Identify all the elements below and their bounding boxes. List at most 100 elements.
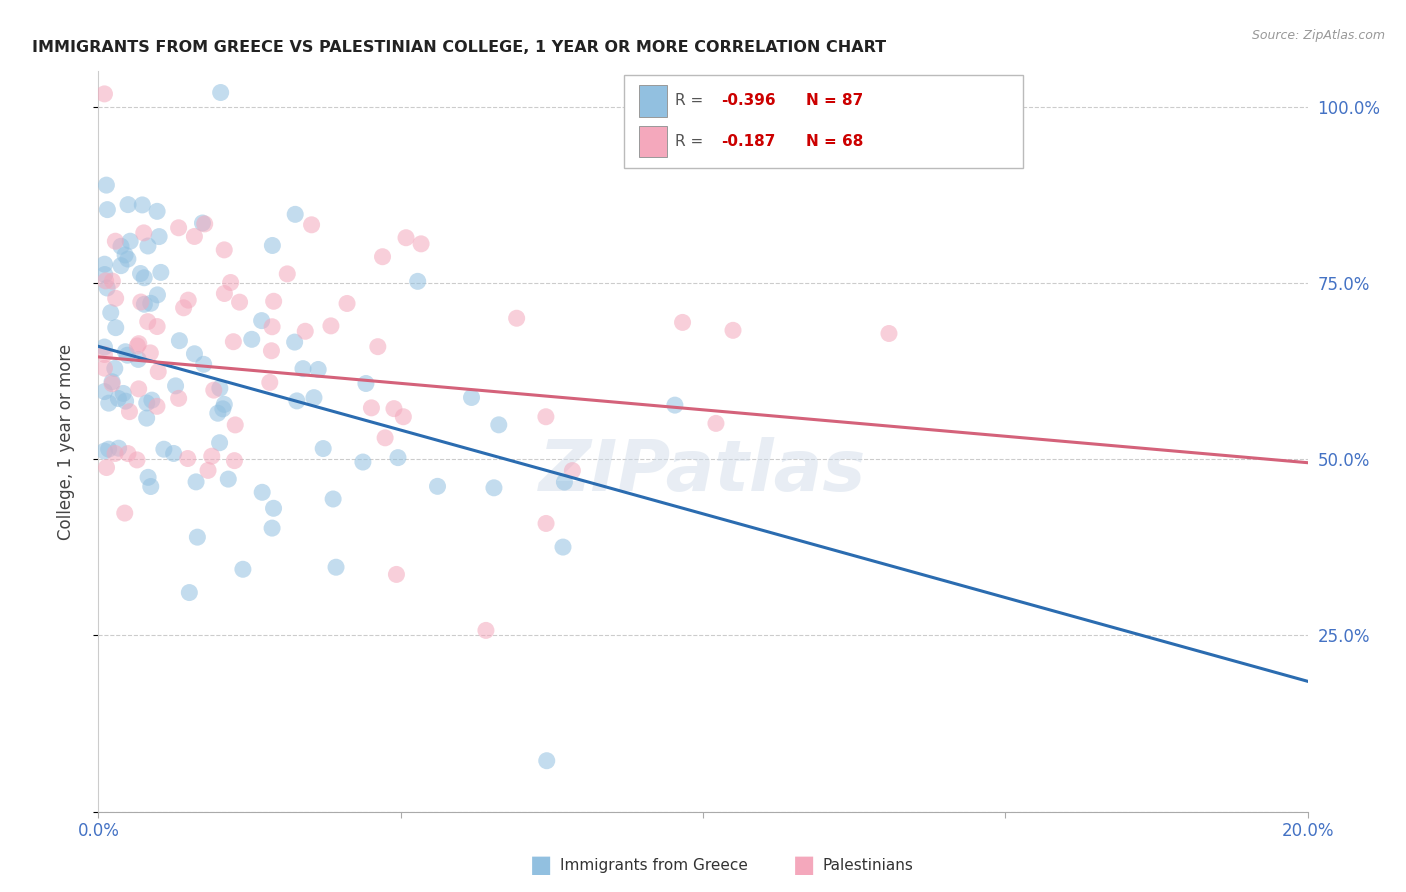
Point	[551, 540, 574, 554]
Point	[96, 281, 118, 295]
Point	[232, 562, 254, 576]
Text: Palestinians: Palestinians	[823, 858, 914, 872]
Point	[336, 296, 359, 310]
Point	[209, 86, 232, 100]
Point	[482, 481, 505, 495]
Point	[307, 362, 329, 376]
Point	[505, 311, 527, 326]
Point	[117, 348, 139, 362]
Point	[162, 446, 184, 460]
Point	[93, 384, 115, 399]
Text: -0.396: -0.396	[721, 94, 776, 109]
Text: ■: ■	[530, 854, 553, 877]
Text: N = 87: N = 87	[806, 94, 863, 109]
Point	[250, 485, 273, 500]
Point	[118, 405, 141, 419]
Point	[553, 475, 575, 489]
Point	[664, 398, 686, 412]
Point	[135, 396, 157, 410]
Point	[128, 336, 150, 351]
Point	[534, 516, 557, 531]
Point	[117, 197, 139, 211]
Text: -0.187: -0.187	[721, 134, 776, 149]
Point	[134, 297, 156, 311]
Point	[250, 313, 273, 327]
Point	[671, 315, 693, 329]
Point	[169, 334, 191, 348]
Point	[240, 332, 263, 346]
Point	[704, 417, 727, 431]
Point	[194, 217, 217, 231]
Bar	[638, 126, 666, 157]
Point	[93, 444, 115, 458]
Point	[263, 294, 285, 309]
Point	[114, 506, 136, 520]
Point	[93, 87, 115, 101]
Point	[561, 464, 583, 478]
Point	[96, 202, 118, 217]
Point	[534, 409, 557, 424]
Point	[291, 361, 314, 376]
Point	[97, 396, 120, 410]
Point	[104, 291, 127, 305]
Point	[360, 401, 382, 415]
Point	[224, 453, 246, 467]
Text: Source: ZipAtlas.com: Source: ZipAtlas.com	[1251, 29, 1385, 43]
Point	[93, 361, 115, 376]
Point	[132, 226, 155, 240]
Point	[136, 470, 159, 484]
Text: Immigrants from Greece: Immigrants from Greece	[560, 858, 748, 872]
Point	[117, 446, 139, 460]
Point	[101, 376, 124, 391]
Point	[134, 270, 156, 285]
Point	[177, 451, 200, 466]
Point	[536, 754, 558, 768]
Point	[93, 340, 115, 354]
Point	[354, 376, 377, 391]
Bar	[638, 86, 666, 117]
Point	[177, 293, 200, 307]
Point	[114, 248, 136, 262]
Point	[107, 441, 129, 455]
Point	[179, 585, 201, 599]
Point	[217, 472, 239, 486]
Point	[191, 216, 214, 230]
Point	[128, 382, 150, 396]
Point	[104, 234, 127, 248]
Point	[202, 383, 225, 397]
Point	[110, 239, 132, 253]
Point	[262, 521, 284, 535]
Point	[97, 442, 120, 457]
Point	[153, 442, 176, 457]
Point	[100, 305, 122, 319]
Point	[284, 207, 307, 221]
Point	[93, 347, 115, 361]
Point	[131, 198, 153, 212]
Point	[214, 397, 236, 411]
Point	[201, 449, 224, 463]
Point	[135, 411, 157, 425]
Point	[93, 257, 115, 271]
Point	[367, 340, 389, 354]
Text: ■: ■	[793, 854, 815, 877]
Point	[721, 323, 744, 337]
Point	[224, 417, 246, 432]
Point	[214, 286, 236, 301]
Point	[167, 220, 190, 235]
Point	[167, 392, 190, 406]
Point	[139, 346, 162, 360]
Point	[104, 361, 127, 376]
Point	[395, 231, 418, 245]
Point	[406, 274, 429, 288]
Point	[114, 394, 136, 409]
Point	[104, 320, 127, 334]
Point	[228, 295, 250, 310]
Point	[127, 352, 149, 367]
Point	[186, 530, 208, 544]
Point	[301, 218, 323, 232]
Point	[312, 442, 335, 456]
Point	[146, 319, 169, 334]
Point	[260, 343, 283, 358]
Point	[197, 463, 219, 477]
Point	[392, 409, 415, 424]
